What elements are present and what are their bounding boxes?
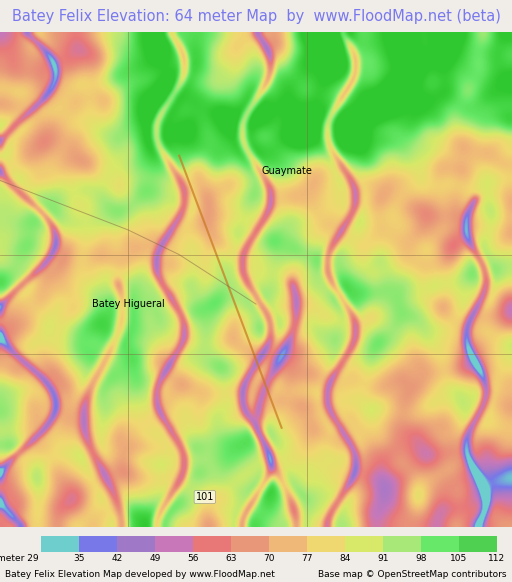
Text: 105: 105 xyxy=(450,554,467,563)
Text: Batey Felix Elevation: 64 meter Map  by  www.FloodMap.net (beta): Batey Felix Elevation: 64 meter Map by w… xyxy=(12,9,500,23)
Text: meter 29: meter 29 xyxy=(0,554,38,563)
Text: 56: 56 xyxy=(187,554,199,563)
Text: 49: 49 xyxy=(149,554,161,563)
Text: 42: 42 xyxy=(111,554,122,563)
Text: 91: 91 xyxy=(377,554,389,563)
Text: 84: 84 xyxy=(339,554,350,563)
Text: 101: 101 xyxy=(196,492,214,502)
Text: Batey Felix Elevation Map developed by www.FloodMap.net: Batey Felix Elevation Map developed by w… xyxy=(5,570,275,579)
FancyBboxPatch shape xyxy=(459,536,497,552)
FancyBboxPatch shape xyxy=(117,536,155,552)
Text: Guaymate: Guaymate xyxy=(261,165,312,176)
FancyBboxPatch shape xyxy=(421,536,459,552)
FancyBboxPatch shape xyxy=(383,536,421,552)
FancyBboxPatch shape xyxy=(155,536,193,552)
Text: Base map © OpenStreetMap contributors: Base map © OpenStreetMap contributors xyxy=(318,570,507,579)
FancyBboxPatch shape xyxy=(345,536,383,552)
Text: 63: 63 xyxy=(225,554,237,563)
Text: 112: 112 xyxy=(488,554,505,563)
FancyBboxPatch shape xyxy=(193,536,231,552)
Text: 35: 35 xyxy=(73,554,84,563)
FancyBboxPatch shape xyxy=(79,536,117,552)
Text: 98: 98 xyxy=(415,554,426,563)
Text: 70: 70 xyxy=(263,554,274,563)
Text: 77: 77 xyxy=(301,554,312,563)
FancyBboxPatch shape xyxy=(269,536,307,552)
FancyBboxPatch shape xyxy=(41,536,79,552)
Text: Batey Higueral: Batey Higueral xyxy=(92,299,165,309)
FancyBboxPatch shape xyxy=(307,536,345,552)
FancyBboxPatch shape xyxy=(231,536,269,552)
